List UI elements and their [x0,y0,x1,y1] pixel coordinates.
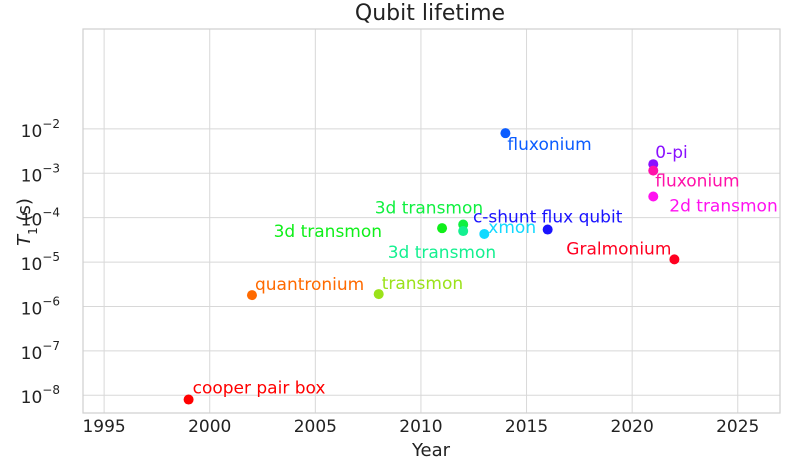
y-tick-label: 10−5 [21,250,60,275]
labels-layer: cooper pair box quantronium transmon 3d tra… [193,135,778,398]
x-tick-label: 2000 [188,417,231,437]
x-tick-label: 1995 [82,417,125,437]
point-label: 3d transmon [274,222,382,242]
y-tick-label: 10−2 [21,117,60,142]
chart-title: Qubit lifetime [355,1,505,26]
grid-layer [83,29,780,413]
data-point [373,289,384,300]
point-label: transmon [382,274,463,294]
y-axis-label: T1 (s) [14,198,40,246]
y-tick-label: 10−6 [21,294,60,319]
svg-text:T1 (s): T1 (s) [14,198,40,246]
x-axis-ticks: 1995 2000 2005 2010 2015 2020 2025 [82,417,759,437]
point-label: 3d transmon [388,243,496,263]
point-label: Gralmonium [566,239,671,259]
x-tick-label: 2020 [611,417,654,437]
point-label: fluxonium [655,172,739,192]
y-axis-ticks: 10−8 10−7 10−6 10−5 10−4 10−3 10−2 [21,117,60,408]
data-point [246,290,257,301]
y-tick-label: 10−3 [21,161,60,186]
point-label: 3d transmon [375,199,483,219]
plot-frame [82,28,781,414]
data-point [648,165,659,176]
x-tick-label: 2010 [399,417,442,437]
x-tick-label: 2025 [716,417,759,437]
point-label: 2d transmon [669,196,777,216]
y-tick-label: 10−4 [21,206,60,231]
point-label: fluxonium [507,135,591,155]
point-label: xmon [488,218,536,238]
point-label: 0-pi [655,143,687,163]
data-point [437,223,448,234]
data-point [500,128,511,139]
x-tick-label: 2015 [505,417,548,437]
data-point [458,226,469,237]
point-label: cooper pair box [193,379,326,399]
data-point [669,254,680,265]
data-point [542,224,553,235]
y-tick-label: 10−7 [21,339,60,364]
data-point [479,228,490,239]
points-layer [183,128,680,405]
x-axis-label: Year [411,440,451,461]
point-label: c-shunt flux qubit [473,208,623,228]
x-tick-label: 2005 [294,417,337,437]
point-label: quantronium [255,275,364,295]
data-point [648,191,659,202]
data-point [183,394,194,405]
y-tick-label: 10−8 [21,383,60,408]
